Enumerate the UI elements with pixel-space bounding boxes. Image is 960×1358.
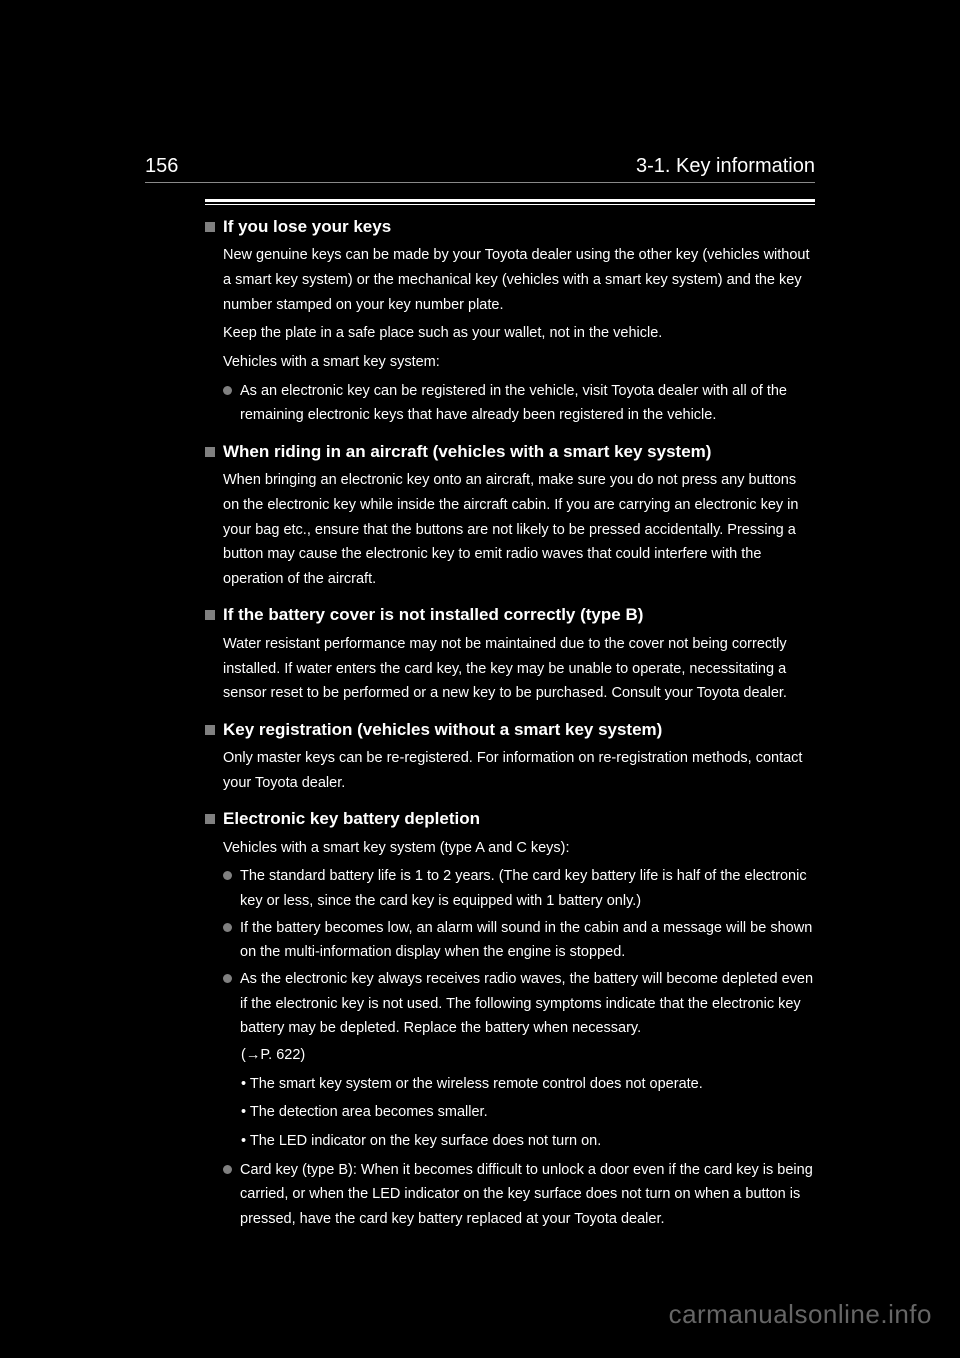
section-body: Vehicles with a smart key system (type A… <box>223 836 815 1232</box>
bullet-text: As the electronic key always receives ra… <box>240 967 815 1041</box>
page-reference: (→P. 622) <box>241 1043 815 1068</box>
double-rule <box>205 199 815 205</box>
body-text: Only master keys can be re-registered. F… <box>223 746 815 795</box>
sub-bullet-text: • The smart key system or the wireless r… <box>241 1072 815 1097</box>
section-title: Electronic key battery depletion <box>223 809 480 829</box>
list-item: The standard battery life is 1 to 2 year… <box>223 864 815 913</box>
section-body: New genuine keys can be made by your Toy… <box>223 243 815 427</box>
page-title: 3-1. Key information <box>636 155 815 178</box>
watermark-text: carmanualsonline.info <box>669 1299 932 1330</box>
section-aircraft: When riding in an aircraft (vehicles wit… <box>205 442 815 462</box>
body-text: When bringing an electronic key onto an … <box>223 468 815 591</box>
section-battery-depletion: Electronic key battery depletion <box>205 809 815 829</box>
body-text: Water resistant performance may not be m… <box>223 632 815 706</box>
section-title: Key registration (vehicles without a sma… <box>223 720 662 740</box>
sub-bullet-text: • The detection area becomes smaller. <box>241 1100 815 1125</box>
bullet-icon <box>223 974 232 983</box>
sub-bullet-label: The detection area becomes smaller. <box>250 1104 488 1120</box>
sub-bullet-label: The smart key system or the wireless rem… <box>250 1076 703 1092</box>
section-marker-icon <box>205 222 215 232</box>
body-text: Keep the plate in a safe place such as y… <box>223 321 815 346</box>
bullet-text: The standard battery life is 1 to 2 year… <box>240 864 815 913</box>
section-battery-cover: If the battery cover is not installed co… <box>205 605 815 625</box>
bullet-text: As an electronic key can be registered i… <box>240 379 815 428</box>
page-header: 156 3-1. Key information <box>145 155 815 183</box>
body-text: New genuine keys can be made by your Toy… <box>223 243 815 317</box>
section-body: When bringing an electronic key onto an … <box>223 468 815 591</box>
section-marker-icon <box>205 610 215 620</box>
page-number: 156 <box>145 155 178 178</box>
section-body: Only master keys can be re-registered. F… <box>223 746 815 795</box>
body-text: Vehicles with a smart key system (type A… <box>223 836 815 861</box>
list-item: If the battery becomes low, an alarm wil… <box>223 916 815 965</box>
bullet-text: If the battery becomes low, an alarm wil… <box>240 916 815 965</box>
section-body: Water resistant performance may not be m… <box>223 632 815 706</box>
section-title: If you lose your keys <box>223 217 391 237</box>
section-marker-icon <box>205 447 215 457</box>
sub-bullet-label: The LED indicator on the key surface doe… <box>250 1133 601 1149</box>
section-marker-icon <box>205 725 215 735</box>
list-item: As the electronic key always receives ra… <box>223 967 815 1041</box>
list-item: Card key (type B): When it becomes diffi… <box>223 1158 815 1232</box>
section-lose-keys: If you lose your keys <box>205 217 815 237</box>
section-title: When riding in an aircraft (vehicles wit… <box>223 442 711 462</box>
sub-bullet-text: • The LED indicator on the key surface d… <box>241 1129 815 1154</box>
bullet-icon <box>223 386 232 395</box>
page-container: 156 3-1. Key information If you lose you… <box>0 0 960 1358</box>
bullet-icon <box>223 1165 232 1174</box>
section-key-registration: Key registration (vehicles without a sma… <box>205 720 815 740</box>
bullet-icon <box>223 923 232 932</box>
bullet-icon <box>223 871 232 880</box>
body-text: Vehicles with a smart key system: <box>223 350 815 375</box>
list-item: As an electronic key can be registered i… <box>223 379 815 428</box>
section-marker-icon <box>205 814 215 824</box>
section-title: If the battery cover is not installed co… <box>223 605 643 625</box>
bullet-text: Card key (type B): When it becomes diffi… <box>240 1158 815 1232</box>
content-area: If you lose your keys New genuine keys c… <box>205 199 815 1231</box>
